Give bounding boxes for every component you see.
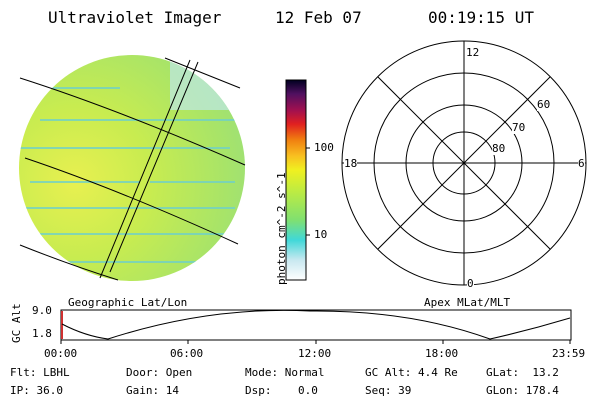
glat-label: GLat: bbox=[486, 366, 520, 379]
status-flt: Flt: LBHL bbox=[10, 366, 70, 379]
flt-label: Flt: bbox=[10, 366, 37, 379]
status-dsp: Dsp: 0.0 bbox=[245, 384, 318, 397]
gain-value: 14 bbox=[165, 384, 179, 397]
status-seq: Seq: 39 bbox=[365, 384, 411, 397]
orbit-altitude-timeline bbox=[60, 309, 572, 344]
instrument-title: Ultraviolet Imager bbox=[48, 8, 222, 27]
seq-value: 39 bbox=[398, 384, 412, 397]
status-gain: Gain: 14 bbox=[126, 384, 179, 397]
colorbar-tick-100: 100 bbox=[314, 141, 334, 154]
timeline-ytick-low: 1.8 bbox=[32, 327, 52, 340]
ip-label: IP: bbox=[10, 384, 30, 397]
header-time: 00:19:15 UT bbox=[428, 8, 534, 27]
dsp-label: Dsp: bbox=[245, 384, 272, 397]
status-mode: Mode: Normal bbox=[245, 366, 325, 379]
timeline-xtick-1800: 18:00 bbox=[425, 347, 459, 360]
glon-value: 178.4 bbox=[525, 384, 559, 397]
glon-label: GLon: bbox=[486, 384, 520, 397]
mlt-label-12: 12 bbox=[466, 46, 480, 59]
status-glat: GLat: 13.2 bbox=[486, 366, 559, 379]
colorbar bbox=[285, 79, 310, 281]
dsp-value: 0.0 bbox=[298, 384, 318, 397]
uv-image-disc bbox=[19, 55, 245, 281]
glat-value: 13.2 bbox=[532, 366, 559, 379]
flt-value: LBHL bbox=[43, 366, 70, 379]
ip-value: 36.0 bbox=[36, 384, 64, 397]
mlt-label-6: 6 bbox=[578, 157, 585, 170]
door-value: Open bbox=[165, 366, 193, 379]
timeline-ytick-high: 9.0 bbox=[32, 304, 52, 317]
colorbar-tick-10: 10 bbox=[314, 228, 328, 241]
gain-label: Gain: bbox=[126, 384, 160, 397]
polar-panel-label: Apex MLat/MLT bbox=[424, 296, 511, 309]
geographic-image-panel bbox=[19, 55, 246, 281]
altitude-curve bbox=[61, 309, 571, 340]
status-gc-alt: GC Alt: 4.4 Re bbox=[365, 366, 458, 379]
mlat-label-60: 60 bbox=[537, 98, 551, 111]
timeline-xtick-2359: 23:59 bbox=[552, 347, 586, 360]
mlat-label-80: 80 bbox=[492, 142, 506, 155]
gcalt-label: GC Alt: bbox=[365, 366, 412, 379]
gcalt-value: 4.4 Re bbox=[417, 366, 458, 379]
timeline-xtick-0000: 00:00 bbox=[44, 347, 78, 360]
timeline-ylabel: GC Alt bbox=[10, 303, 23, 343]
timeline-xtick-1200: 12:00 bbox=[298, 347, 332, 360]
status-door: Door: Open bbox=[126, 366, 192, 379]
colorbar-unit-label: photon cm^-2 s^-1 bbox=[275, 172, 288, 285]
timeline-xtick-0600: 06:00 bbox=[170, 347, 204, 360]
status-glon: GLon: 178.4 bbox=[486, 384, 559, 397]
geographic-grid-lines bbox=[19, 57, 246, 281]
seq-label: Seq: bbox=[365, 384, 392, 397]
status-ip: IP: 36.0 bbox=[10, 384, 63, 397]
geographic-panel-label: Geographic Lat/Lon bbox=[68, 296, 188, 309]
header-date: 12 Feb 07 bbox=[275, 8, 362, 27]
mlt-label-18: 18 bbox=[344, 157, 358, 170]
mlat-label-70: 70 bbox=[512, 121, 526, 134]
polar-mlat-mlt-plot bbox=[341, 40, 587, 286]
mode-label: Mode: bbox=[245, 366, 279, 379]
door-label: Door: bbox=[126, 366, 160, 379]
mlt-label-0: 0 bbox=[467, 277, 474, 290]
mode-value: Normal bbox=[284, 366, 325, 379]
